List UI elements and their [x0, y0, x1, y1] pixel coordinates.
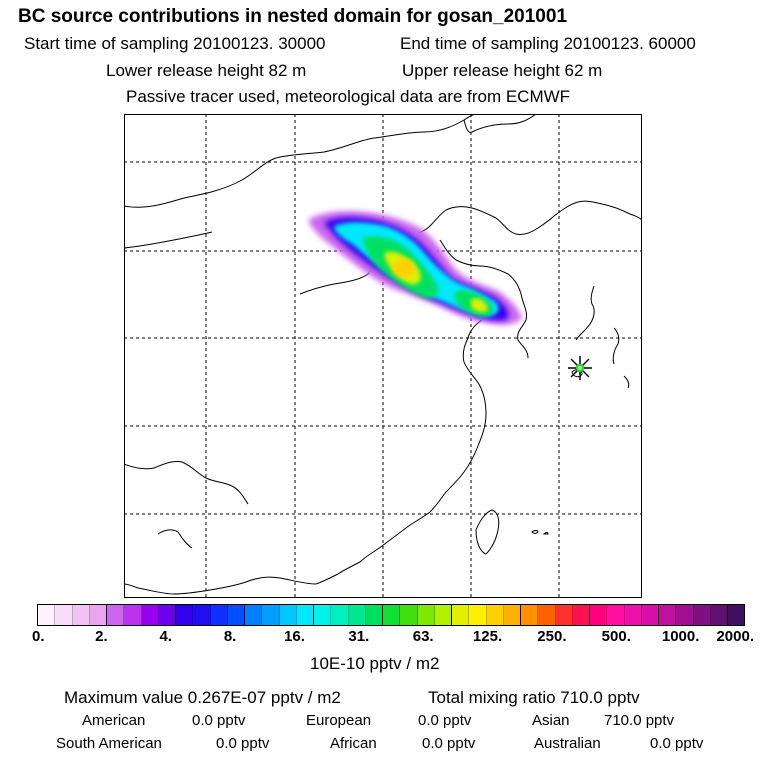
- colorbar-swatch: [279, 605, 297, 625]
- colorbar-swatch: [469, 605, 487, 625]
- colorbar-swatch: [227, 605, 245, 625]
- total-mixing-ratio: Total mixing ratio 710.0 pptv: [428, 688, 640, 707]
- colorbar-swatch: [452, 605, 470, 625]
- colorbar-swatch: [607, 605, 625, 625]
- lower-release-height-label: Lower release height 82 m: [106, 61, 307, 80]
- colorbar-swatch: [38, 605, 56, 625]
- colorbar-tick-label: 1000.: [661, 628, 700, 645]
- colorbar-swatch: [124, 605, 142, 625]
- american-value: 0.0 pptv: [192, 712, 246, 729]
- upper-release-height-label: Upper release height 62 m: [402, 61, 603, 80]
- colorbar-tick-label: 4.: [159, 628, 172, 645]
- colorbar-swatch: [331, 605, 349, 625]
- plume-core: [393, 259, 415, 277]
- african-label: African: [330, 735, 377, 752]
- end-time-label: End time of sampling 20100123. 60000: [400, 34, 696, 53]
- colorbar-swatch: [624, 605, 642, 625]
- european-value: 0.0 pptv: [418, 712, 472, 729]
- plot-title: BC source contributions in nested domain…: [18, 6, 568, 27]
- colorbar-tick-label: 2.: [95, 628, 108, 645]
- colorbar: [37, 604, 745, 626]
- colorbar-swatch: [676, 605, 694, 625]
- colorbar-swatch: [434, 605, 452, 625]
- colorbar-swatch: [176, 605, 194, 625]
- colorbar-swatch: [296, 605, 314, 625]
- south-american-value: 0.0 pptv: [216, 735, 270, 752]
- colorbar-tick-label: 500.: [601, 628, 631, 645]
- asian-value: 710.0 pptv: [604, 712, 675, 729]
- colorbar-swatch: [710, 605, 728, 625]
- colorbar-swatch: [641, 605, 659, 625]
- colorbar-swatch: [383, 605, 401, 625]
- colorbar-swatch: [89, 605, 107, 625]
- colorbar-tick-label: 31.: [348, 628, 370, 645]
- colorbar-swatch: [400, 605, 418, 625]
- maximum-value: Maximum value 0.267E-07 pptv / m2: [64, 688, 341, 707]
- colorbar-swatch: [141, 605, 159, 625]
- colorbar-swatch: [245, 605, 263, 625]
- south-american-label: South American: [56, 735, 162, 752]
- asian-label: Asian: [532, 712, 570, 729]
- australian-value: 0.0 pptv: [650, 735, 704, 752]
- colorbar-units: 10E-10 pptv / m2: [310, 654, 440, 673]
- colorbar-swatch: [538, 605, 556, 625]
- australian-label: Australian: [534, 735, 601, 752]
- colorbar-swatch: [314, 605, 332, 625]
- colorbar-swatch: [693, 605, 711, 625]
- colorbar-tick-label: 63.: [412, 628, 434, 645]
- european-label: European: [306, 712, 372, 729]
- colorbar-swatch: [590, 605, 608, 625]
- passive-tracer-label: Passive tracer used, meteorological data…: [126, 87, 571, 106]
- american-label: American: [82, 712, 146, 729]
- colorbar-swatch: [659, 605, 677, 625]
- colorbar-tick-label: 0.: [31, 628, 45, 645]
- colorbar-swatch: [486, 605, 504, 625]
- colorbar-swatch: [107, 605, 125, 625]
- african-value: 0.0 pptv: [422, 735, 476, 752]
- colorbar-tick-label: 250.: [537, 628, 567, 645]
- colorbar-swatch: [72, 605, 90, 625]
- colorbar-tick-label: 125.: [472, 628, 503, 645]
- colorbar-swatch: [572, 605, 590, 625]
- colorbar-swatch: [348, 605, 366, 625]
- start-time-label: Start time of sampling 20100123. 30000: [24, 34, 326, 53]
- map-grid: [124, 114, 642, 598]
- colorbar-tick-label: 16.: [284, 628, 305, 645]
- colorbar-swatch: [555, 605, 573, 625]
- colorbar-swatch: [158, 605, 176, 625]
- colorbar-swatch: [262, 605, 280, 625]
- colorbar-swatch: [210, 605, 228, 625]
- colorbar-swatch: [193, 605, 211, 625]
- colorbar-swatch: [365, 605, 383, 625]
- colorbar-tick-label: 2000.: [716, 628, 754, 645]
- plume-yellow-east: [470, 298, 488, 313]
- colorbar-tick-label: 8.: [223, 628, 237, 645]
- coastlines: [124, 114, 642, 595]
- colorbar-swatch: [417, 605, 435, 625]
- colorbar-swatch: [521, 605, 539, 625]
- colorbar-swatch: [728, 605, 745, 625]
- tracer-plume: [308, 211, 522, 325]
- colorbar-swatch: [55, 605, 73, 625]
- map-panel: [124, 114, 642, 598]
- colorbar-swatch: [503, 605, 521, 625]
- star-marker-icon: [568, 356, 592, 380]
